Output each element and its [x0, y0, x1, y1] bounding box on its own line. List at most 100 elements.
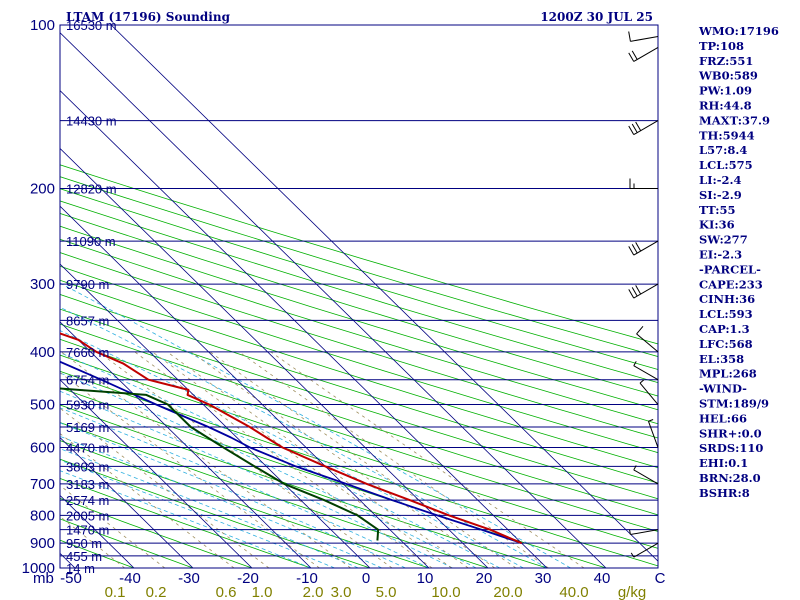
- index-line: TT:55: [699, 203, 736, 217]
- isotherm: [110, 25, 658, 562]
- wind-barb: [628, 120, 659, 136]
- mixing-ratio-line: [152, 351, 452, 568]
- mixing-ratio-line: [190, 351, 495, 568]
- height-label: 11090 m: [66, 234, 116, 249]
- wind-barb-staff: [633, 365, 659, 381]
- temperature-tick-label: -40: [119, 570, 141, 587]
- mixing-ratio-tick-label: 3.0: [331, 584, 352, 600]
- wind-barb: [628, 283, 659, 299]
- wind-barb-staff: [633, 542, 659, 558]
- wind-barb-staff: [633, 469, 659, 485]
- mixing-ratio-tick-label: 5.0: [376, 584, 397, 600]
- isotherm: [60, 147, 489, 568]
- height-label: 3183 m: [66, 477, 109, 492]
- pressure-tick-label: 900: [30, 535, 55, 552]
- wind-barb: [628, 240, 659, 256]
- temperature-tick-label: 0: [362, 570, 370, 587]
- index-line: WMO:17196: [698, 24, 779, 38]
- index-line: CINH:36: [699, 292, 755, 306]
- temperature-profile: [60, 332, 523, 545]
- index-line: PW:1.09: [699, 84, 752, 98]
- height-label: 6754 m: [66, 373, 109, 388]
- dry-adiabat: [60, 338, 658, 532]
- dry-adiabat: [60, 440, 430, 568]
- moist-adiabat: [60, 352, 500, 568]
- mixing-ratio-tick-label: 10.0: [431, 584, 460, 600]
- height-label: 5169 m: [66, 420, 109, 435]
- pressure-tick-label: 200: [30, 180, 55, 197]
- index-line: FRZ:551: [699, 54, 753, 68]
- pressure-tick-label: 400: [30, 344, 55, 361]
- wind-barb-flag: [628, 52, 635, 62]
- isotherm: [0, 25, 16, 568]
- index-line: SRDS:110: [699, 441, 763, 455]
- wind-barb-flag: [629, 529, 631, 535]
- temperature-tick-label: 30: [535, 570, 552, 587]
- index-line: SHR+:0.0: [699, 426, 762, 440]
- wind-barb-staff: [633, 120, 659, 136]
- dry-adiabat: [60, 458, 371, 568]
- temperature-tick-label: -20: [237, 570, 259, 587]
- index-line: CAP:1.3: [699, 322, 750, 336]
- index-line: -PARCEL-: [699, 262, 761, 276]
- wind-barb: [633, 465, 659, 485]
- index-line: SW:277: [699, 233, 748, 247]
- isotherm: [60, 437, 194, 568]
- pressure-tick-label: 500: [30, 397, 55, 414]
- height-label: 14 m: [66, 561, 95, 576]
- pressure-tick-label: 1000: [22, 560, 55, 577]
- index-line: TP:108: [699, 39, 744, 53]
- wind-barb: [647, 419, 659, 448]
- pressure-unit-label: mb: [33, 570, 54, 587]
- temperature-tick-label: -10: [296, 570, 318, 587]
- index-line: BRN:28.0: [699, 471, 761, 485]
- index-line: TH:5944: [699, 128, 755, 142]
- pressure-tick-label: 700: [30, 476, 55, 493]
- index-line: HEL:66: [699, 411, 747, 425]
- pressure-tick-label: 600: [30, 440, 55, 457]
- isotherm: [60, 89, 548, 568]
- wind-barb: [630, 542, 659, 558]
- wind-barb-flag: [628, 289, 635, 299]
- isotherm: [60, 321, 312, 568]
- mixing-ratio-tick-label: 0.6: [216, 584, 237, 600]
- isotherm: [60, 379, 253, 568]
- valid-time: 1200Z 30 JUL 25: [540, 10, 653, 24]
- height-label: 1470 m: [66, 523, 109, 538]
- mixing-ratio-tick-label: 0.1: [105, 584, 126, 600]
- temperature-tick-label: 40: [594, 570, 611, 587]
- moist-adiabat: [60, 448, 359, 568]
- index-line: LI:-2.4: [699, 173, 742, 187]
- temperature-unit-label: C: [655, 570, 666, 587]
- temperature-tick-label: -30: [178, 570, 200, 587]
- wind-barb: [639, 379, 659, 405]
- index-line: WB0:589: [698, 69, 758, 83]
- dewpoint-profile: [60, 387, 380, 541]
- mixing-ratio-unit-label: g/kg: [618, 584, 646, 600]
- isotherm: [60, 205, 430, 568]
- isotherm: [60, 263, 371, 568]
- pressure-tick-label: 300: [30, 276, 55, 293]
- index-line: -WIND-: [699, 382, 747, 396]
- height-label: 455 m: [66, 549, 102, 564]
- moist-adiabat: [60, 330, 524, 568]
- index-line: STM:189/9: [699, 397, 769, 411]
- wind-barb-flag: [628, 246, 635, 256]
- mixing-ratio-tick-label: 20.0: [493, 584, 522, 600]
- height-label: 950 m: [66, 536, 102, 551]
- moist-adiabat: [60, 470, 312, 568]
- wind-barb: [629, 529, 659, 536]
- pressure-tick-label: 800: [30, 507, 55, 524]
- wind-barbs: [628, 31, 659, 558]
- index-line: MAXT:37.9: [699, 113, 770, 127]
- height-label: 2005 m: [66, 508, 109, 523]
- temperature-tick-label: 10: [417, 570, 434, 587]
- mixing-ratio-tick-label: 0.2: [146, 584, 167, 600]
- wind-barb-flag: [633, 465, 637, 471]
- isotherm: [60, 32, 607, 568]
- height-label: 9790 m: [66, 277, 109, 292]
- height-label: 12820 m: [66, 181, 117, 196]
- wind-barb-staff: [639, 382, 659, 405]
